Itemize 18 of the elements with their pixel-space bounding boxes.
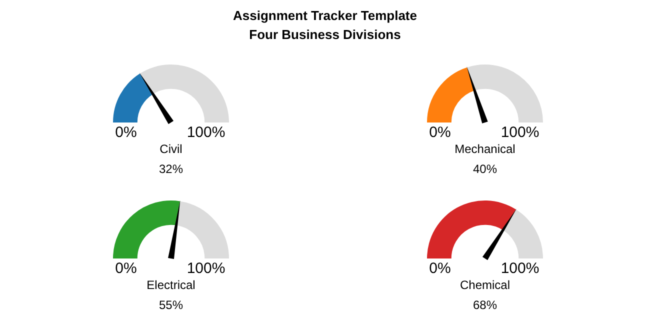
- text: Electrical: [146, 278, 196, 292]
- text: Assignment Tracker Template: [232, 7, 418, 25]
- text: 68%: [472, 298, 498, 312]
- text: Four Business Divisions: [248, 26, 402, 44]
- text: 0%: [114, 124, 138, 141]
- text: Chemical: [458, 278, 511, 292]
- text: 100%: [500, 124, 540, 141]
- text: 100%: [500, 260, 540, 277]
- text: 100%: [186, 124, 226, 141]
- text: 0%: [428, 260, 452, 277]
- text: 0%: [428, 124, 452, 141]
- text: 0%: [114, 260, 138, 277]
- text: 100%: [186, 260, 226, 277]
- text: Civil: [158, 142, 184, 156]
- text: Mechanical: [454, 142, 516, 156]
- text: 55%: [158, 298, 184, 312]
- text: 32%: [158, 162, 184, 176]
- text: 40%: [472, 162, 498, 176]
